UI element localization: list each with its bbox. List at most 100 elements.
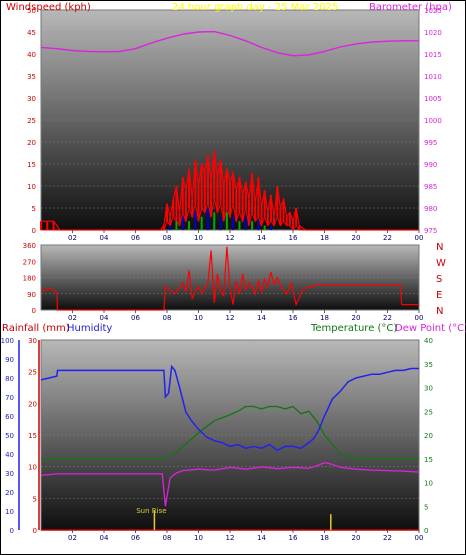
barometer-tick-label: 1005 [424,95,442,103]
humidity-tick-label: 10 [5,508,14,516]
wind-x-tick-label: 04 [100,234,109,242]
direction-x-tick-label: 12 [226,314,235,322]
temperature-tick-label: 5 [424,503,428,511]
humidity-line [40,364,419,452]
windspeed-low-line [41,199,419,231]
humidity-tick-label: 60 [5,413,14,421]
direction-x-tick-label: 14 [257,314,266,322]
barometer-tick-label: 1020 [424,29,442,37]
rainfall-tick-label: 25 [28,369,37,377]
windspeed-tick-label: 45 [27,29,36,37]
direction-x-tick-label: 06 [131,314,140,322]
temperature-axis-title: Temperature (°C) [310,323,397,334]
barometer-axis-title: Barometer (hpa) [369,2,452,13]
temperature-tick-label: 10 [424,480,433,488]
barometer-tick-label: 975 [424,227,437,235]
direction-x-tick-label: 08 [163,314,172,322]
humidity-tick-label: 0 [10,527,14,535]
direction-x-tick-label: 10 [194,314,203,322]
barometer-tick-label: 990 [424,161,437,169]
humidity-tick-label: 100 [1,337,14,345]
humidity-tick-label: 80 [5,375,14,383]
wind-x-tick-label: 12 [226,234,235,242]
temperature-tick-label: 35 [424,361,433,369]
chart-title: 24 hour graph day - 25 Mar 2025 [172,2,338,13]
barometer-tick-label: 1000 [424,117,442,125]
direction-tick-label: 180 [23,275,36,283]
rainfall-tick-label: 20 [28,400,37,408]
windspeed-line [41,150,419,231]
dewpoint-axis-title: Dew Point (°C) [395,323,466,334]
windspeed-tick-label: 15 [27,161,36,169]
chart-marks: 0510152025303540455097598098599099510001… [1,7,442,542]
windspeed-tick-label: 0 [32,227,36,235]
temperature-tick-label: 20 [424,432,433,440]
wind-x-tick-label: 10 [194,234,203,242]
humidity-x-tick-label: 02 [68,534,77,542]
humidity-x-tick-label: 08 [163,534,172,542]
wind-x-tick-label: 16 [289,234,298,242]
temperature-tick-label: 40 [424,337,433,345]
humidity-axis-title: Humidity [67,323,112,334]
direction-tick-label: 90 [27,291,36,299]
wind-x-tick-label: 06 [131,234,140,242]
barometer-line [40,30,419,57]
rainfall-axis-title: Rainfall (mm) [2,323,70,334]
direction-x-tick-label: 18 [320,314,329,322]
humidity-x-tick-label: 00 [415,534,424,542]
rainfall-tick-label: 0 [33,527,37,535]
windspeed-tick-label: 10 [27,183,36,191]
humidity-x-tick-label: 04 [100,534,109,542]
wind-x-tick-label: 20 [352,234,361,242]
direction-label-n-top: N [436,242,443,253]
sunrise-annotation: Sun Rise [136,507,166,515]
windspeed-tick-label: 5 [32,205,36,213]
windspeed-tick-label: 25 [27,117,36,125]
wind-x-tick-label: 02 [68,234,77,242]
temperature-tick-label: 30 [424,385,433,393]
temperature-tick-label: 25 [424,408,433,416]
humidity-x-tick-label: 10 [194,534,203,542]
direction-tick-label: 360 [23,242,36,250]
direction-x-tick-label: 04 [100,314,109,322]
windspeed-tick-label: 35 [27,73,36,81]
temperature-line [41,405,419,460]
direction-x-tick-label: 00 [415,314,424,322]
windspeed-tick-label: 30 [27,95,36,103]
temperature-tick-label: 0 [424,527,428,535]
barometer-tick-label: 1025 [424,7,442,15]
direction-x-tick-label: 16 [289,314,298,322]
wind-x-tick-label: 14 [257,234,266,242]
humidity-tick-label: 40 [5,451,14,459]
direction-label-w: W [436,258,446,269]
windspeed-tick-label: 50 [27,7,36,15]
rainfall-tick-label: 5 [33,495,37,503]
wind-x-tick-label: 08 [163,234,172,242]
barometer-tick-label: 1010 [424,73,442,81]
direction-label-n-bottom: N [436,306,443,317]
wind-x-tick-label: 00 [415,234,424,242]
humidity-x-tick-label: 06 [131,534,140,542]
humidity-x-tick-label: 16 [289,534,298,542]
barometer-tick-label: 980 [424,205,437,213]
wind-x-tick-label: 22 [383,234,392,242]
humidity-x-tick-label: 12 [226,534,235,542]
barometer-tick-label: 1015 [424,51,442,59]
direction-line [40,246,419,311]
humidity-tick-label: 20 [5,489,14,497]
humidity-tick-label: 30 [5,470,14,478]
barometer-tick-label: 985 [424,183,437,191]
humidity-tick-label: 50 [5,432,14,440]
windspeed-tick-label: 20 [27,139,36,147]
direction-x-tick-label: 02 [68,314,77,322]
direction-tick-label: 0 [32,307,36,315]
humidity-tick-label: 70 [5,394,14,402]
humidity-x-tick-label: 14 [257,534,266,542]
rainfall-tick-label: 30 [28,337,37,345]
dewpoint-line [40,461,420,507]
direction-label-e: E [436,290,442,301]
windspeed-axis-title: Windspeed (kph) [6,2,91,13]
direction-tick-label: 270 [23,258,36,266]
